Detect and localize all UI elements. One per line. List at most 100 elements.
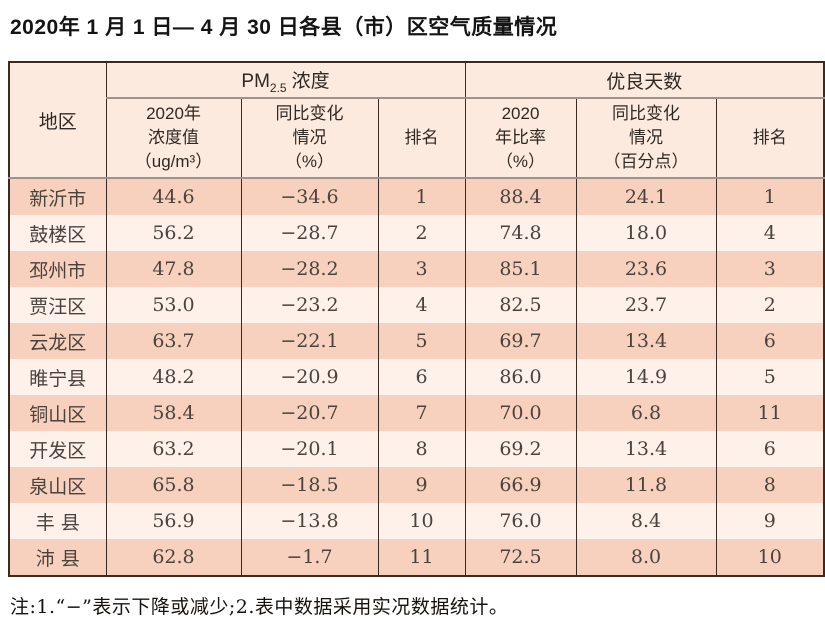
table-row: 贾汪区 53.0 −23.2 4 82.5 23.7 2	[8, 287, 825, 323]
pm-rank-cell: 3	[377, 251, 466, 287]
header-pm-value: 2020年 浓度值 （ug/m³）	[105, 98, 242, 179]
good-rank-cell: 2	[715, 287, 825, 323]
good-rank-cell: 5	[715, 359, 825, 395]
good-rank-cell: 8	[715, 467, 825, 503]
table-row: 铜山区 58.4 −20.7 7 70.0 6.8 11	[8, 395, 825, 431]
header-good-rank: 排名	[715, 98, 825, 179]
pm-value-cell: 47.8	[105, 251, 242, 287]
good-rank-cell: 6	[715, 431, 825, 467]
pm-change-cell: −20.7	[240, 395, 379, 431]
pm-change-cell: −34.6	[240, 178, 379, 215]
good-rank-cell: 3	[715, 251, 825, 287]
pm-rank-cell: 6	[377, 359, 466, 395]
good-change-cell: 24.1	[575, 178, 717, 215]
header-good-days-group: 优良天数	[464, 62, 825, 99]
pm-change-cell: −13.8	[240, 503, 379, 539]
footnote: 注:1.“−”表示下降或减少;2.表中数据采用实况数据统计。	[10, 596, 509, 618]
good-rank-cell: 10	[715, 539, 825, 576]
good-rate-cell: 74.8	[464, 215, 577, 251]
good-rate-cell: 70.0	[464, 395, 577, 431]
pm-value-cell: 63.2	[105, 431, 242, 467]
table-row: 沛 县 62.8 −1.7 11 72.5 8.0 10	[8, 539, 825, 576]
pm-value-cell: 53.0	[105, 287, 242, 323]
pm-change-cell: −18.5	[240, 467, 379, 503]
pm-change-cell: −22.1	[240, 323, 379, 359]
good-change-cell: 13.4	[575, 323, 717, 359]
pm-value-cell: 56.2	[105, 215, 242, 251]
region-cell: 贾汪区	[8, 287, 107, 323]
pm-value-cell: 48.2	[105, 359, 242, 395]
pm-change-cell: −28.7	[240, 215, 379, 251]
region-cell: 云龙区	[8, 323, 107, 359]
table-row: 开发区 63.2 −20.1 8 69.2 13.4 6	[8, 431, 825, 467]
good-change-cell: 6.8	[575, 395, 717, 431]
pm-rank-cell: 1	[377, 178, 466, 215]
good-change-cell: 18.0	[575, 215, 717, 251]
pm-rank-cell: 11	[377, 539, 466, 576]
region-cell: 铜山区	[8, 395, 107, 431]
header-pm-change: 同比变化 情况 （%）	[240, 98, 379, 179]
good-change-cell: 23.7	[575, 287, 717, 323]
region-cell: 新沂市	[8, 178, 107, 215]
region-cell: 邳州市	[8, 251, 107, 287]
pm-rank-cell: 8	[377, 431, 466, 467]
good-rate-cell: 86.0	[464, 359, 577, 395]
region-cell: 睢宁县	[8, 359, 107, 395]
table-row: 云龙区 63.7 −22.1 5 69.7 13.4 6	[8, 323, 825, 359]
air-quality-table: 地区 PM2.5 浓度 优良天数 2020年 浓度值 （ug/m³） 同比变化 情…	[8, 61, 825, 577]
table-body: 新沂市 44.6 −34.6 1 88.4 24.1 1 鼓楼区 56.2 −2…	[8, 178, 825, 576]
table-row: 泉山区 65.8 −18.5 9 66.9 11.8 8	[8, 467, 825, 503]
good-rate-cell: 88.4	[464, 178, 577, 215]
good-rate-cell: 66.9	[464, 467, 577, 503]
pm-change-cell: −23.2	[240, 287, 379, 323]
good-change-cell: 14.9	[575, 359, 717, 395]
pm-rank-cell: 5	[377, 323, 466, 359]
page-title: 2020年 1 月 1 日— 4 月 30 日各县（市）区空气质量情况	[10, 16, 558, 39]
good-change-cell: 11.8	[575, 467, 717, 503]
good-rate-cell: 76.0	[464, 503, 577, 539]
pm-rank-cell: 10	[377, 503, 466, 539]
region-cell: 开发区	[8, 431, 107, 467]
pm-value-cell: 65.8	[105, 467, 242, 503]
good-rate-cell: 85.1	[464, 251, 577, 287]
good-rank-cell: 6	[715, 323, 825, 359]
pm-change-cell: −1.7	[240, 539, 379, 576]
header-region: 地区	[8, 62, 107, 179]
pm-value-cell: 44.6	[105, 178, 242, 215]
group-header-row: 地区 PM2.5 浓度 优良天数	[8, 62, 825, 179]
table-row: 丰 县 56.9 −13.8 10 76.0 8.4 9	[8, 503, 825, 539]
header-pm-rank: 排名	[377, 98, 466, 179]
pm-value-cell: 62.8	[105, 539, 242, 576]
pm-rank-cell: 2	[377, 215, 466, 251]
good-change-cell: 13.4	[575, 431, 717, 467]
table-row: 鼓楼区 56.2 −28.7 2 74.8 18.0 4	[8, 215, 825, 251]
table-row: 新沂市 44.6 −34.6 1 88.4 24.1 1	[8, 178, 825, 215]
good-rate-cell: 69.2	[464, 431, 577, 467]
good-rank-cell: 1	[715, 178, 825, 215]
pm-change-cell: −20.1	[240, 431, 379, 467]
pm25-label-suffix: 浓度	[291, 70, 330, 92]
pm25-label-subscript: 2.5	[269, 80, 287, 95]
pm-rank-cell: 4	[377, 287, 466, 323]
region-cell: 鼓楼区	[8, 215, 107, 251]
header-good-change: 同比变化 情况 （百分点）	[575, 98, 717, 179]
good-change-cell: 23.6	[575, 251, 717, 287]
pm-change-cell: −28.2	[240, 251, 379, 287]
good-change-cell: 8.0	[575, 539, 717, 576]
sub-header-row: 2020年 浓度值 （ug/m³） 同比变化 情况 （%） 排名 2020 年比…	[9, 98, 825, 179]
table-row: 睢宁县 48.2 −20.9 6 86.0 14.9 5	[8, 359, 825, 395]
pm25-label-prefix: PM	[241, 70, 270, 92]
good-rate-cell: 69.7	[464, 323, 577, 359]
pm-value-cell: 56.9	[105, 503, 242, 539]
pm-rank-cell: 7	[377, 395, 466, 431]
table-row: 邳州市 47.8 −28.2 3 85.1 23.6 3	[8, 251, 825, 287]
good-rate-cell: 82.5	[464, 287, 577, 323]
region-cell: 泉山区	[8, 467, 107, 503]
good-rank-cell: 9	[715, 503, 825, 539]
pm-rank-cell: 9	[377, 467, 466, 503]
pm-value-cell: 58.4	[105, 395, 242, 431]
good-rate-cell: 72.5	[464, 539, 577, 576]
good-rank-cell: 4	[715, 215, 825, 251]
table-header: 地区 PM2.5 浓度 优良天数 2020年 浓度值 （ug/m³） 同比变化 情…	[8, 62, 825, 179]
